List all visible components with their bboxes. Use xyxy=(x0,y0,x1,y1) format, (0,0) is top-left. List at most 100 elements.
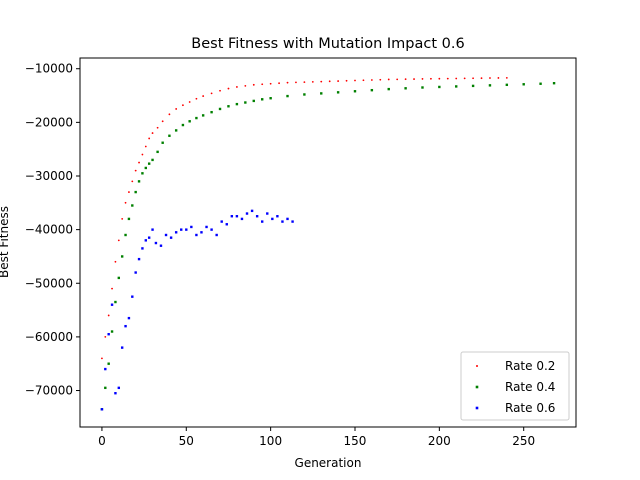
data-point xyxy=(362,79,365,82)
legend-marker xyxy=(475,406,479,410)
data-point xyxy=(227,105,230,108)
data-point xyxy=(539,82,542,85)
x-tick-label: 50 xyxy=(179,434,194,448)
y-axis: −70000 −60000 −50000 −40000 −30000 −20000 −100… xyxy=(25,62,80,398)
data-point xyxy=(181,123,185,127)
data-point xyxy=(370,79,373,81)
x-tick-label: 200 xyxy=(428,434,451,448)
x-axis: 0 50 100 150 200 250 xyxy=(98,427,535,448)
data-point xyxy=(124,201,127,204)
data-point xyxy=(252,83,255,86)
data-point xyxy=(455,77,458,80)
data-point xyxy=(168,113,171,116)
data-point xyxy=(137,257,141,261)
data-point xyxy=(185,228,188,231)
data-point xyxy=(131,295,134,298)
data-point xyxy=(276,215,279,218)
data-point xyxy=(148,137,151,140)
data-point xyxy=(210,110,213,114)
series-2-points xyxy=(100,82,556,411)
data-point xyxy=(107,333,110,336)
data-point xyxy=(387,87,390,91)
data-point xyxy=(151,132,154,134)
legend-label: Rate 0.4 xyxy=(505,380,555,394)
data-point xyxy=(413,78,415,80)
data-point xyxy=(245,212,249,215)
data-point xyxy=(114,392,117,395)
data-point xyxy=(156,126,159,129)
series-3-points xyxy=(100,209,294,411)
data-point xyxy=(303,81,306,84)
data-point xyxy=(159,244,163,247)
data-point xyxy=(104,335,107,338)
data-point xyxy=(210,92,213,95)
data-point xyxy=(438,77,441,80)
data-point xyxy=(455,85,458,88)
legend-marker xyxy=(476,365,478,367)
y-tick-label: −60000 xyxy=(25,330,73,344)
data-point xyxy=(156,150,159,154)
x-tick-label: 250 xyxy=(512,434,535,448)
data-point xyxy=(266,212,269,215)
data-point xyxy=(134,169,137,172)
data-point xyxy=(488,84,492,87)
data-point xyxy=(110,330,114,333)
data-point xyxy=(252,99,255,103)
data-point xyxy=(141,247,144,250)
data-point xyxy=(164,233,168,237)
data-point xyxy=(404,87,407,90)
data-point xyxy=(144,145,147,148)
y-tick-label: −70000 xyxy=(25,384,73,398)
data-point xyxy=(144,166,147,170)
data-point xyxy=(472,77,474,80)
data-point xyxy=(261,98,264,101)
data-point xyxy=(320,80,323,83)
data-point xyxy=(104,367,107,371)
data-point xyxy=(195,97,198,100)
y-tick-label: −50000 xyxy=(25,276,73,290)
y-tick-label: −40000 xyxy=(25,223,73,237)
data-point xyxy=(110,303,114,306)
data-point xyxy=(230,215,234,218)
data-point xyxy=(168,134,171,137)
data-point xyxy=(151,228,154,231)
data-point xyxy=(220,220,223,223)
data-point xyxy=(219,89,221,92)
data-point xyxy=(404,78,407,81)
data-point xyxy=(215,233,218,237)
data-point xyxy=(124,233,127,237)
y-tick-label: −10000 xyxy=(25,62,73,76)
data-point xyxy=(144,239,147,242)
data-point xyxy=(210,228,213,231)
plot-frame xyxy=(79,57,577,428)
data-point xyxy=(195,233,198,237)
data-point xyxy=(336,91,340,94)
data-point xyxy=(244,101,247,104)
data-point xyxy=(353,90,357,93)
data-point xyxy=(430,77,432,80)
data-point xyxy=(161,141,164,144)
data-point xyxy=(202,95,205,97)
x-tick-label: 0 xyxy=(98,434,106,448)
data-point xyxy=(269,82,272,85)
data-point xyxy=(200,231,203,234)
data-point xyxy=(161,120,164,123)
data-point xyxy=(114,300,117,304)
data-point xyxy=(104,386,107,390)
data-point xyxy=(235,215,239,218)
data-point xyxy=(175,108,178,110)
data-point xyxy=(497,77,500,79)
data-point xyxy=(261,83,264,86)
data-point xyxy=(180,228,183,231)
data-point xyxy=(114,260,117,263)
data-point xyxy=(311,80,314,83)
data-point xyxy=(396,78,399,81)
data-point xyxy=(154,241,158,245)
data-point xyxy=(121,218,124,220)
data-point xyxy=(261,220,264,223)
data-point xyxy=(127,316,131,320)
series-1-points xyxy=(101,76,508,360)
data-point xyxy=(190,225,193,229)
data-point xyxy=(128,191,130,193)
